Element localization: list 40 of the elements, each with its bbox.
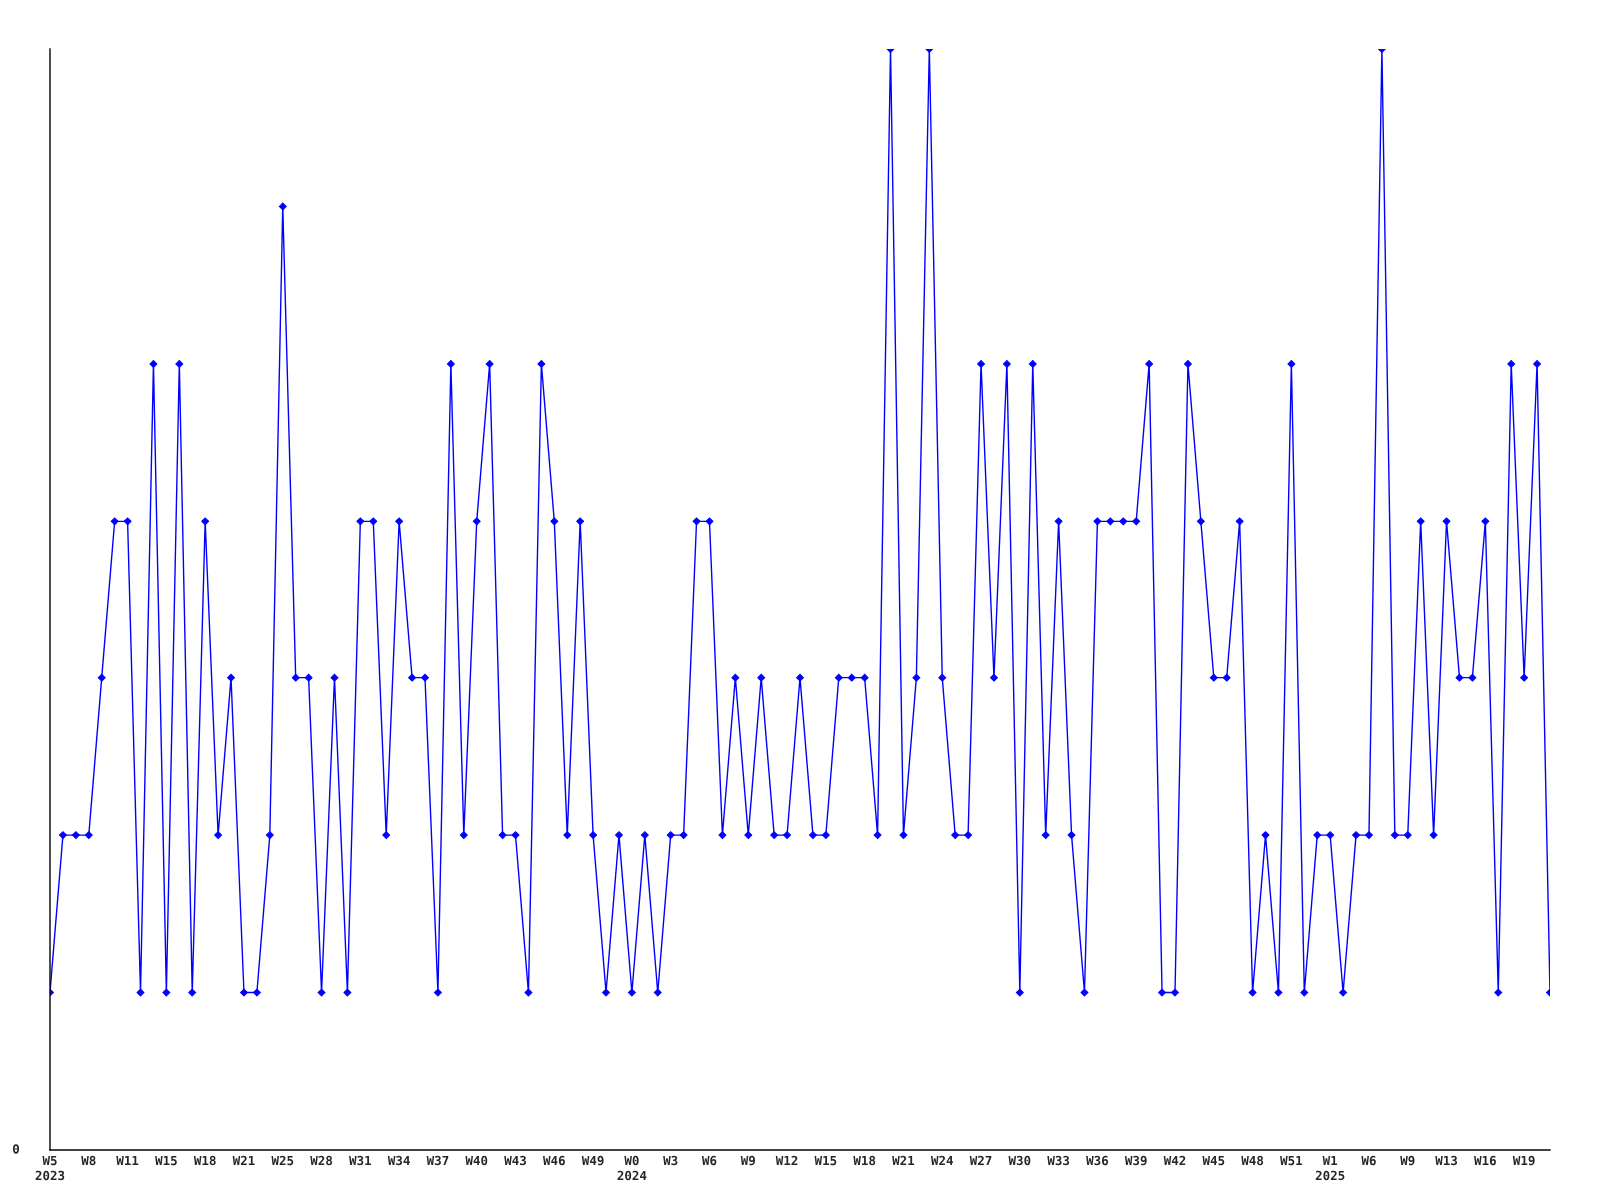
x-tick-label: W45 (1202, 1155, 1225, 1166)
x-tick-label: W21 (892, 1155, 915, 1166)
x-tick-label: W25 (271, 1155, 294, 1166)
x-tick-label: W15 (155, 1155, 177, 1166)
x-tick-label: W6 (701, 1155, 717, 1166)
x-tick-label: W8 (81, 1155, 96, 1166)
x-tick-label: W42 (1163, 1155, 1186, 1166)
x-tick-label: W28 (310, 1155, 333, 1166)
x-tick-label: W43 (504, 1155, 526, 1166)
x-tick-label: W1 2025 (1315, 1155, 1345, 1181)
x-tick-label: W36 (1086, 1155, 1109, 1166)
x-tick-label: W13 (1435, 1155, 1458, 1166)
x-tick-label: W9 (740, 1155, 755, 1166)
x-tick-label: W30 (1008, 1155, 1031, 1166)
x-tick-label: W33 (1047, 1155, 1070, 1166)
x-tick-label: W19 (1512, 1155, 1535, 1166)
x-tick-label: W6 (1361, 1155, 1376, 1166)
x-tick-label: W21 (232, 1155, 255, 1166)
x-tick-label: W0 2024 (617, 1155, 647, 1181)
text: 0 (12, 1144, 20, 1154)
x-tick-label: W46 (543, 1155, 565, 1166)
x-tick-label: W31 (349, 1155, 372, 1166)
x-tick-label: W16 (1474, 1155, 1496, 1166)
x-tick-label: W48 (1241, 1155, 1264, 1166)
x-tick-label: W39 (1124, 1155, 1147, 1166)
x-tick-label: W34 (387, 1155, 410, 1166)
x-tick-label: W18 (193, 1155, 216, 1166)
x-tick-label: W51 (1280, 1155, 1303, 1166)
x-tick-label: W24 (930, 1155, 953, 1166)
x-tick-label: W11 (116, 1155, 139, 1166)
x-tick-label: W3 (663, 1155, 678, 1166)
x-tick-label: W18 (853, 1155, 876, 1166)
x-tick-label: W12 (775, 1155, 798, 1166)
x-tick-label: W5 2023 (35, 1155, 65, 1181)
x-tick-label: W37 (426, 1155, 449, 1166)
x-tick-label: W9 (1400, 1155, 1415, 1166)
x-tick-label: W15 (814, 1155, 837, 1166)
x-tick-label: W40 (465, 1155, 488, 1166)
x-tick-label: W27 (969, 1155, 992, 1166)
x-tick-label: W49 (581, 1155, 604, 1166)
